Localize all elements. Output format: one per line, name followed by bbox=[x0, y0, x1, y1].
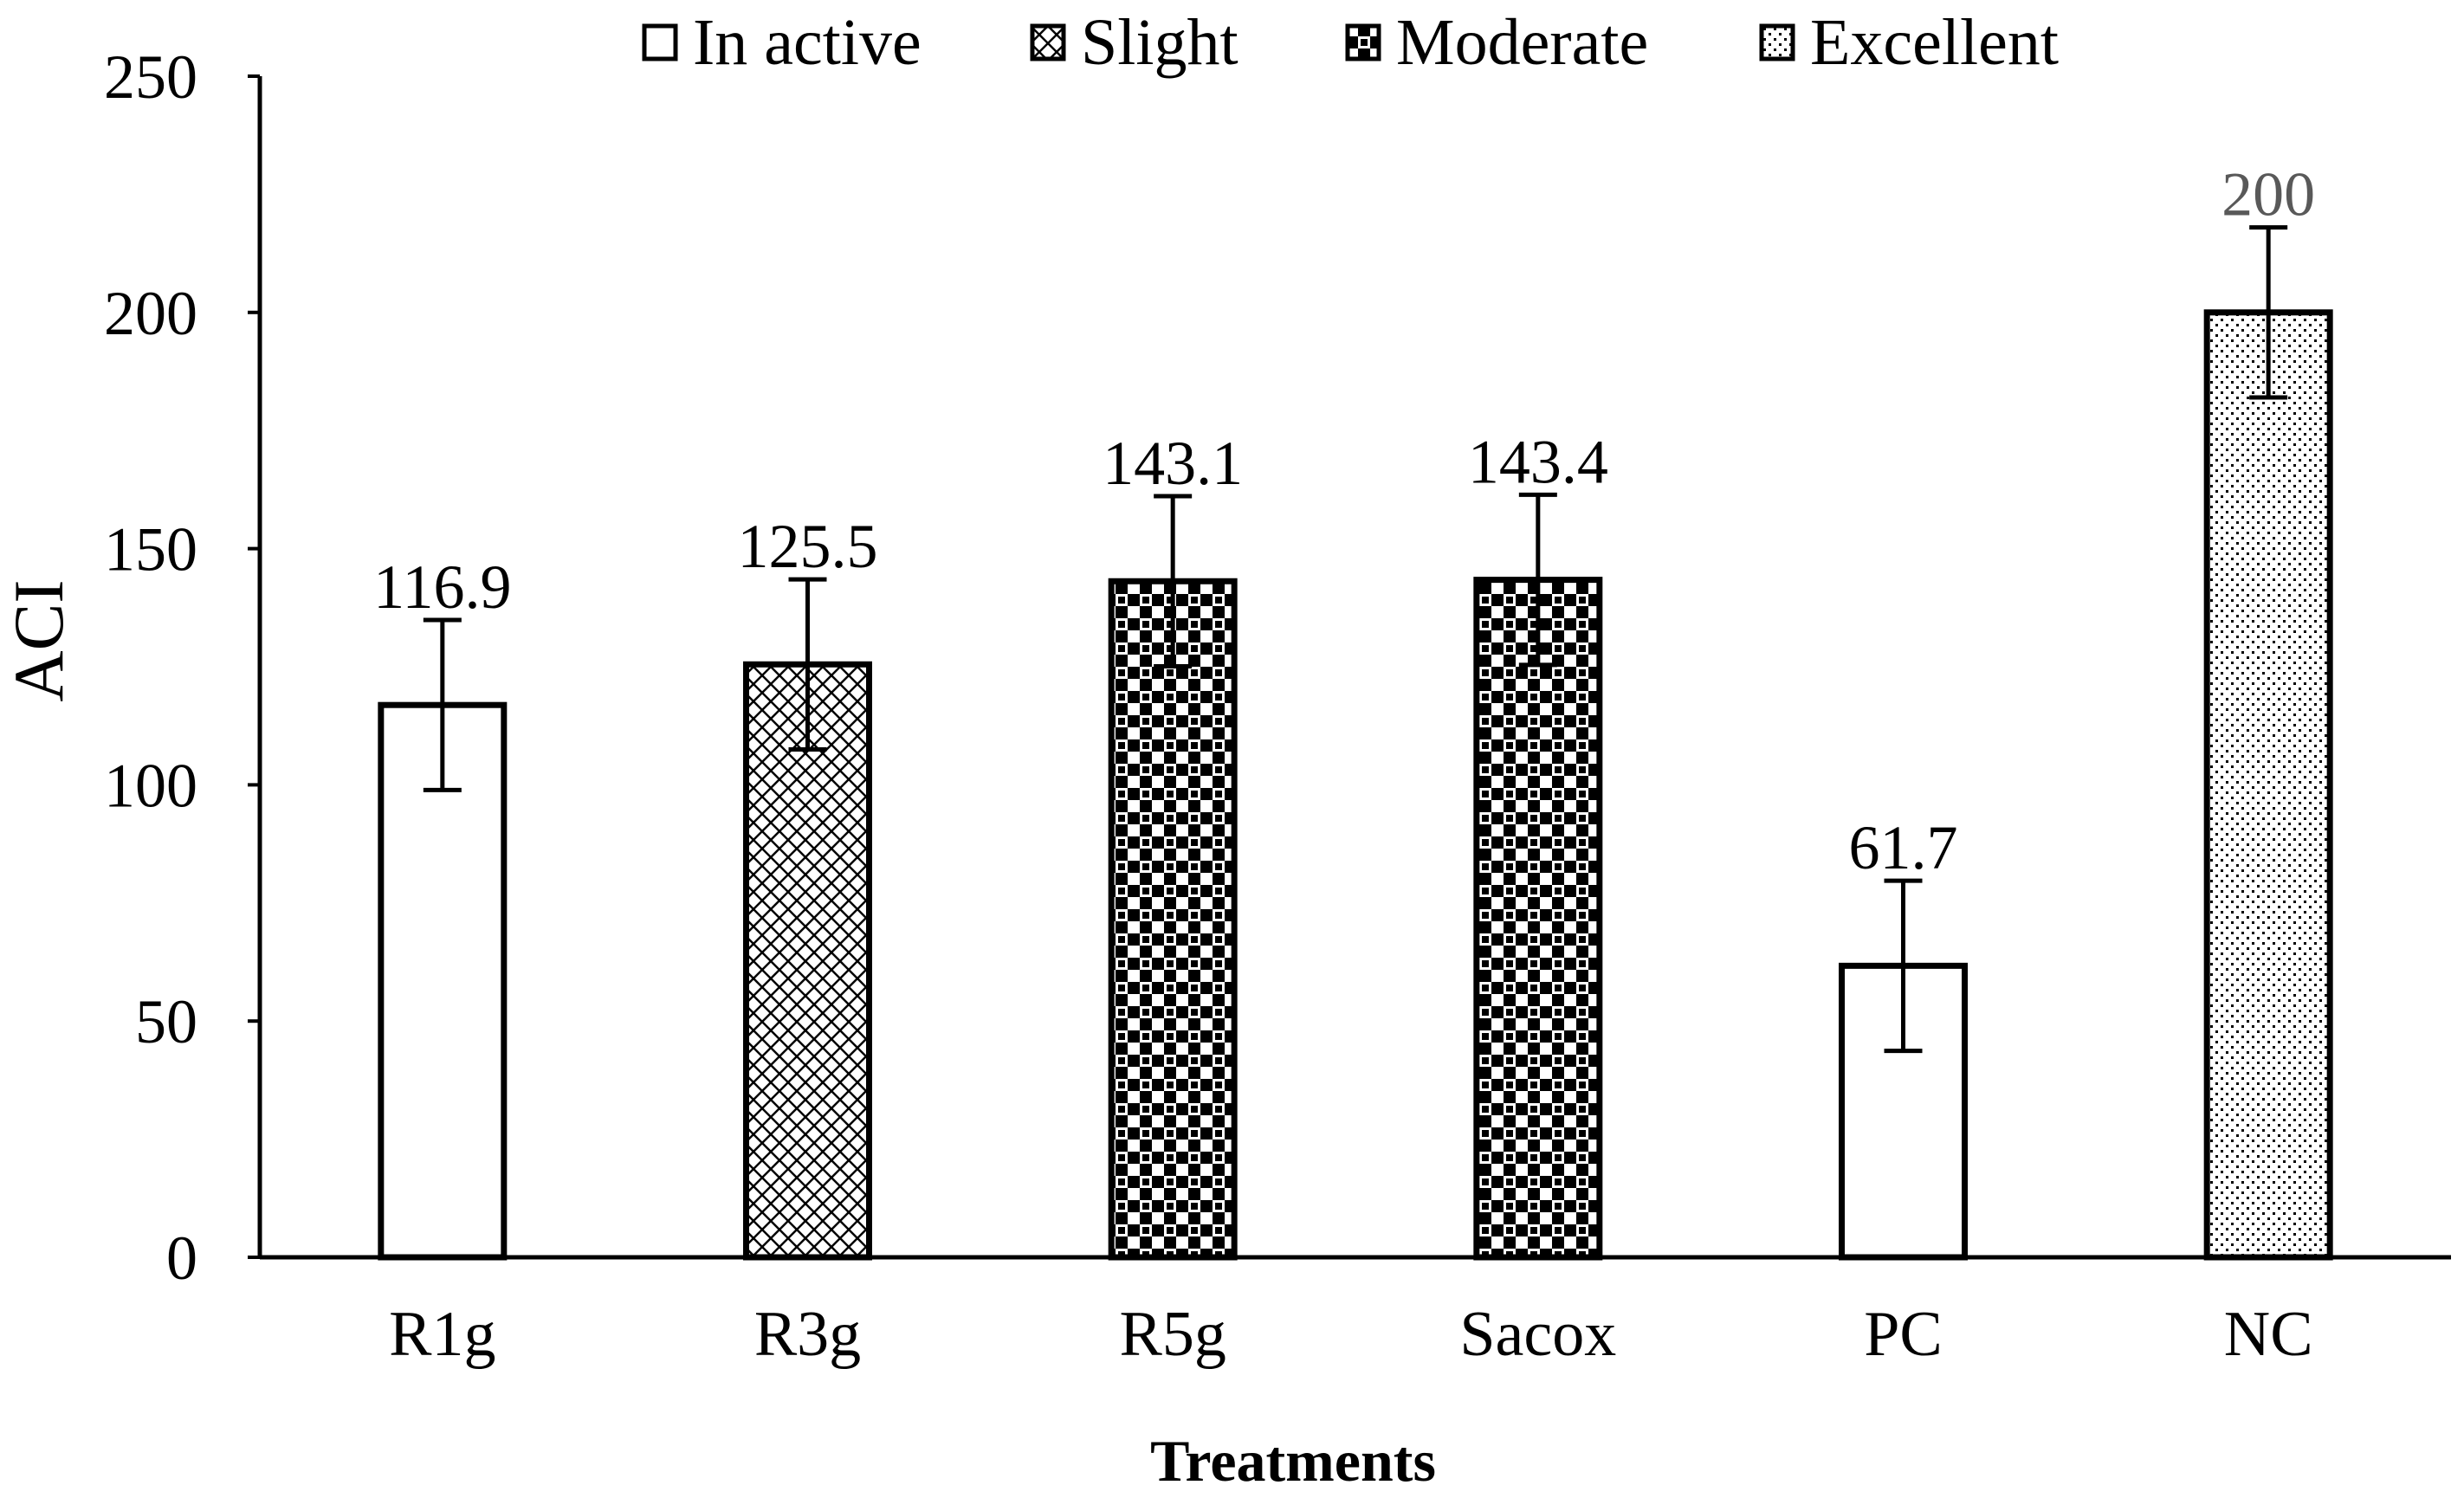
y-axis: 0 50 100 150 200 250 bbox=[104, 42, 262, 1293]
legend-swatch bbox=[1759, 23, 1795, 61]
legend-label: Slight bbox=[1081, 6, 1238, 79]
y-tick-label: 0 bbox=[166, 1224, 197, 1293]
y-tick-label: 200 bbox=[104, 279, 197, 348]
x-axis-title: Treatments bbox=[1150, 1428, 1436, 1494]
x-tick-label: R5g bbox=[1119, 1299, 1226, 1370]
bar-group: 200 bbox=[2203, 160, 2333, 1261]
y-axis-title: ACI bbox=[0, 579, 78, 701]
y-tick-label: 250 bbox=[104, 42, 197, 112]
y-tick-label: 50 bbox=[135, 987, 197, 1056]
bar-group: 143.1 bbox=[1103, 429, 1243, 1261]
bar-group: 116.9 bbox=[373, 552, 511, 1261]
x-tick-label: NC bbox=[2224, 1299, 2313, 1370]
bar-group: 61.7 bbox=[1839, 813, 1968, 1261]
x-tick-label: Sacox bbox=[1459, 1299, 1616, 1370]
data-label: 200 bbox=[2221, 160, 2315, 229]
bars: 116.9 125.5 143.1 143.4 61.7 200 bbox=[373, 160, 2333, 1261]
data-label: 116.9 bbox=[373, 552, 511, 622]
bar-group: 143.4 bbox=[1468, 427, 1608, 1261]
y-tick-label: 100 bbox=[104, 751, 197, 820]
legend-item: Excellent bbox=[1759, 6, 2059, 79]
x-tick-label: PC bbox=[1864, 1299, 1943, 1370]
legend-item: Slight bbox=[1030, 6, 1238, 79]
x-tick-label: R3g bbox=[754, 1299, 861, 1370]
legend-swatch bbox=[1030, 23, 1066, 61]
legend-item: Moderate bbox=[1345, 6, 1648, 79]
bar bbox=[1473, 577, 1603, 1261]
bar bbox=[743, 661, 872, 1261]
bar bbox=[2203, 309, 2333, 1261]
legend-label: Moderate bbox=[1396, 6, 1648, 79]
legend-swatch bbox=[642, 23, 678, 61]
legend-label: In active bbox=[693, 6, 922, 79]
x-axis: R1g R3g R5g Sacox PC NC bbox=[260, 1255, 2451, 1370]
legend-item: In active bbox=[642, 6, 922, 79]
legend-label: Excellent bbox=[1810, 6, 2059, 79]
bar bbox=[1108, 578, 1238, 1261]
bar-group: 125.5 bbox=[738, 512, 878, 1261]
x-tick-label: R1g bbox=[389, 1299, 495, 1370]
data-label: 143.1 bbox=[1103, 429, 1243, 498]
y-tick-label: 150 bbox=[104, 515, 197, 584]
data-label: 143.4 bbox=[1468, 427, 1608, 496]
data-label: 61.7 bbox=[1849, 813, 1958, 882]
legend: In active Slight Moderate Excellent bbox=[642, 6, 2059, 79]
legend-swatch bbox=[1345, 23, 1381, 61]
data-label: 125.5 bbox=[738, 512, 878, 581]
